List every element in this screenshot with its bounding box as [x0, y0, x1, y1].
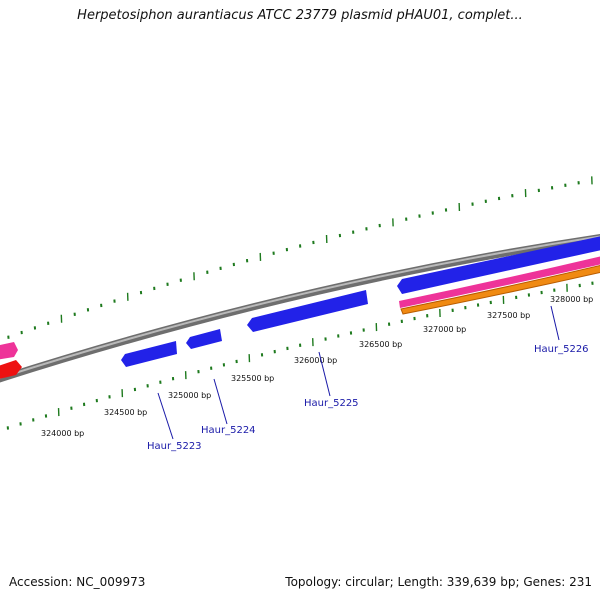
gene-arrow-haur-5223 — [121, 341, 177, 367]
tick-label: 327000 bp — [423, 325, 466, 334]
outer-tick-ring — [7, 176, 593, 339]
tick-label: 328000 bp — [550, 295, 593, 304]
gene-label: Haur_5226 — [534, 344, 589, 355]
gene-callout-line — [157, 392, 174, 440]
gene-callout-line — [213, 378, 228, 425]
gene-label: Haur_5224 — [201, 425, 256, 436]
tick-label: 326000 bp — [294, 356, 337, 365]
tick-label: 325000 bp — [168, 391, 211, 400]
gene-label: Haur_5225 — [304, 398, 359, 409]
tick-label: 327500 bp — [487, 311, 530, 320]
tick-label: 325500 bp — [231, 374, 274, 383]
gene-arrow-left-pink — [0, 342, 18, 360]
pink-feature-track — [399, 256, 600, 308]
inner-tick-ring — [6, 281, 594, 430]
gene-label: Haur_5223 — [147, 441, 202, 452]
plasmid-backbone-highlight — [0, 235, 600, 379]
gene-arrow-left-red — [0, 360, 22, 379]
axis-tick-labels: 324000 bp 324500 bp 325000 bp 325500 bp 3260… — [41, 295, 593, 438]
gene-arrow-haur-5225 — [247, 290, 368, 332]
gene-labels: Haur_5223 Haur_5224 Haur_5225 Haur_5226 — [147, 305, 589, 452]
gene-arrow-haur-5224 — [186, 329, 222, 349]
gene-arrow-haur-5226 — [397, 236, 600, 294]
orange-feature-track — [400, 264, 600, 315]
tick-label: 326500 bp — [359, 340, 402, 349]
tick-label: 324500 bp — [104, 408, 147, 417]
topology-text: Topology: circular; Length: 339,639 bp; … — [285, 575, 592, 589]
gene-callout-line — [550, 305, 560, 341]
tick-label: 324000 bp — [41, 429, 84, 438]
gene-callout-line — [318, 351, 331, 397]
map-title: Herpetosiphon aurantiacus ATCC 23779 pla… — [77, 8, 523, 23]
accession-text: Accession: NC_009973 — [9, 575, 146, 589]
